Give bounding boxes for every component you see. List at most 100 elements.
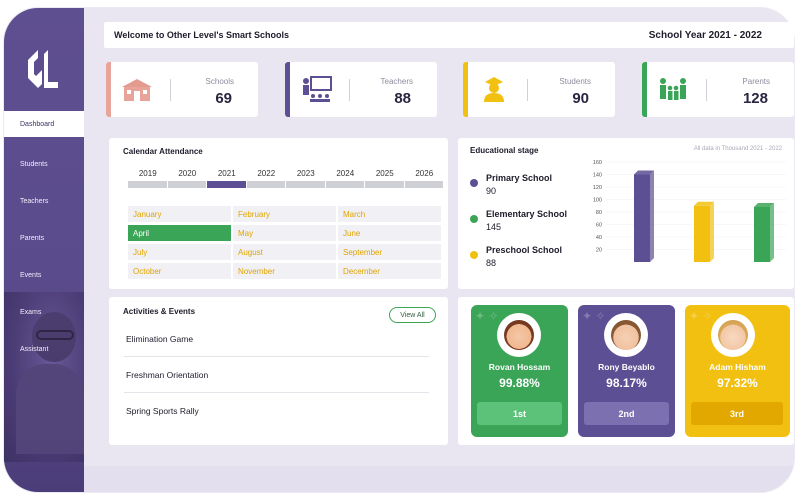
sidebar-item-dashboard[interactable]: Dashboard: [4, 111, 84, 137]
year-2022[interactable]: 2022: [257, 169, 276, 178]
education-title: Educational stage: [470, 146, 539, 155]
bar: [634, 174, 650, 262]
month-june[interactable]: June: [338, 225, 441, 241]
stat-card-parents[interactable]: Parents 128: [642, 62, 794, 117]
month-december[interactable]: December: [338, 263, 441, 279]
y-tick-label: 40: [596, 235, 602, 241]
month-may[interactable]: May: [233, 225, 336, 241]
avatar: [497, 313, 541, 357]
avatar: [604, 313, 648, 357]
sidebar-nav: Dashboard Students Teachers Parents Even…: [4, 109, 84, 368]
teacher-board-icon: [303, 76, 332, 102]
y-tick-label: 80: [596, 210, 602, 216]
page-title: Welcome to Other Level's Smart Schools: [114, 30, 290, 40]
sidebar-item-parents[interactable]: Parents: [20, 235, 45, 242]
month-july[interactable]: July: [128, 244, 231, 260]
page-header: Welcome to Other Level's Smart Schools S…: [104, 22, 794, 48]
y-tick-label: 20: [596, 248, 602, 254]
y-tick-label: 60: [596, 223, 602, 229]
stat-card-schools[interactable]: Schools 69: [106, 62, 258, 117]
activities-title: Activities & Events: [123, 307, 196, 316]
activities-card: Activities & Events View All Elimination…: [109, 297, 448, 445]
activity-item[interactable]: Elimination Game: [126, 334, 194, 344]
activity-item[interactable]: Freshman Orientation: [126, 370, 209, 380]
bar-top: [754, 203, 774, 207]
month-august[interactable]: August: [233, 244, 336, 260]
month-march[interactable]: March: [338, 206, 441, 222]
education-note: All data in Thousand 2021 - 2022: [693, 146, 782, 152]
student-percent: 97.32%: [717, 376, 758, 390]
sidebar-item-exams[interactable]: Exams: [20, 309, 42, 316]
stat-value: 90: [572, 90, 589, 107]
legend-preschool: Preschool School 88: [470, 244, 562, 270]
bar: [754, 207, 770, 262]
bar-top: [634, 170, 654, 175]
bar-top: [694, 201, 714, 206]
educational-stage-card: Educational stage All data in Thousand 2…: [458, 138, 794, 289]
student-icon: [484, 77, 504, 102]
month-september[interactable]: September: [338, 244, 441, 260]
year-selector: 2019 2020 2021 2022 2023 2024 2025 2026: [128, 169, 444, 178]
y-tick-label: 140: [593, 173, 602, 179]
calendar-title: Calendar Attendance: [123, 147, 203, 156]
top-student-card-3[interactable]: ✦ ✧ Adam Hisham 97.32% 3rd: [685, 305, 790, 437]
year-2024[interactable]: 2024: [336, 169, 355, 178]
month-november[interactable]: November: [233, 263, 336, 279]
student-percent: 99.88%: [499, 376, 540, 390]
calendar-attendance-card: Calendar Attendance 2019 2020 2021 2022 …: [109, 138, 448, 289]
student-name: Rovan Hossam: [488, 362, 551, 372]
avatar: [711, 313, 755, 357]
sidebar-item-teachers[interactable]: Teachers: [20, 198, 49, 205]
stat-label: Students: [559, 77, 591, 86]
stat-value: 128: [742, 90, 768, 107]
stat-card-teachers[interactable]: Teachers 88: [285, 62, 437, 117]
year-2023[interactable]: 2023: [296, 169, 315, 178]
student-photo: [4, 292, 84, 462]
stat-value: 88: [394, 90, 411, 107]
view-all-button[interactable]: View All: [389, 307, 436, 323]
month-january[interactable]: January: [128, 206, 231, 222]
student-name: Rony Beyablo: [598, 362, 655, 372]
legend-primary: Primary School 90: [470, 172, 552, 198]
school-logo: [28, 50, 58, 88]
month-october[interactable]: October: [128, 263, 231, 279]
year-2019[interactable]: 2019: [138, 169, 157, 178]
y-tick-label: 100: [593, 198, 602, 204]
bar-side: [770, 203, 774, 262]
year-2020[interactable]: 2020: [178, 169, 197, 178]
year-2026[interactable]: 2026: [415, 169, 434, 178]
student-percent: 98.17%: [606, 376, 647, 390]
sidebar-item-events[interactable]: Events: [20, 272, 42, 279]
school-building-icon: [122, 79, 152, 101]
sidebar-item-assistant[interactable]: Assistant: [20, 346, 49, 353]
month-february[interactable]: February: [233, 206, 336, 222]
month-grid: January February March April May June Ju…: [128, 206, 441, 279]
activity-item[interactable]: Spring Sports Rally: [126, 406, 199, 416]
family-icon: [660, 78, 686, 100]
sidebar: Dashboard Students Teachers Parents Even…: [4, 8, 84, 492]
stat-card-students[interactable]: Students 90: [463, 62, 615, 117]
stat-label: Teachers: [380, 77, 413, 86]
bar: [694, 205, 710, 262]
active-year-bar[interactable]: [207, 181, 246, 188]
school-year: School Year 2021 - 2022: [648, 29, 762, 41]
year-2021[interactable]: 2021: [217, 169, 236, 178]
student-name: Adam Hisham: [709, 362, 766, 372]
rank-badge: 1st: [477, 402, 562, 425]
top-student-card-1[interactable]: ✦ ✧ Rovan Hossam 99.88% 1st: [471, 305, 568, 437]
stat-label: Parents: [742, 77, 770, 86]
year-2025[interactable]: 2025: [375, 169, 394, 178]
y-tick-label: 120: [593, 185, 602, 191]
top-student-card-2[interactable]: ✦ ✧ Rony Beyablo 98.17% 2nd: [578, 305, 675, 437]
rank-badge: 2nd: [584, 402, 669, 425]
education-bar-chart: 160 140 120 100 80 60 40 20: [593, 160, 786, 262]
stat-value: 69: [215, 90, 232, 107]
bar-side: [650, 170, 654, 262]
rank-badge: 3rd: [691, 402, 783, 425]
month-april[interactable]: April: [128, 225, 231, 241]
sidebar-item-students[interactable]: Students: [20, 161, 48, 168]
stat-label: Schools: [205, 77, 234, 86]
y-tick-label: 160: [593, 160, 602, 166]
bar-side: [710, 201, 714, 262]
legend-elementary: Elementary School 145: [470, 208, 567, 234]
